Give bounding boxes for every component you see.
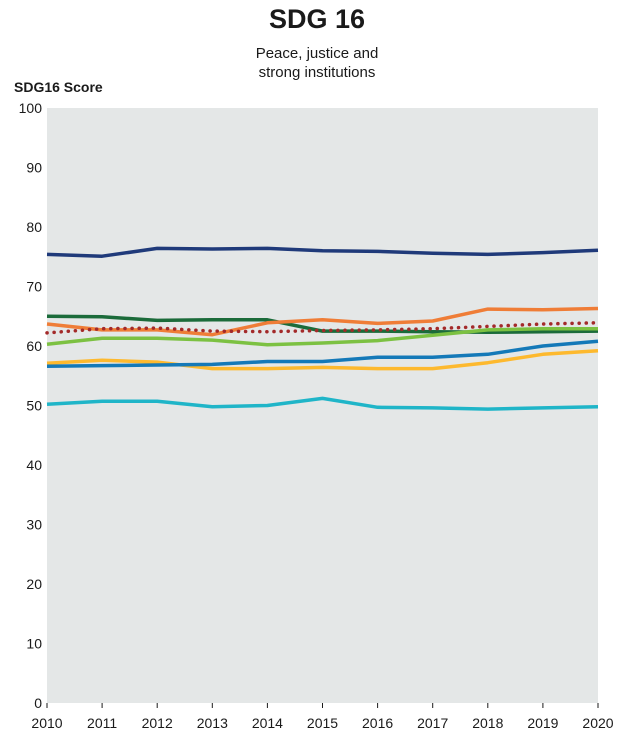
plot-area: [47, 108, 598, 703]
y-tick-label: 30: [26, 517, 42, 533]
x-tick-label: 2017: [417, 715, 448, 731]
y-tick-label: 20: [26, 576, 42, 592]
series-line-8: [46, 396, 599, 411]
x-tick-label: 2016: [362, 715, 393, 731]
x-tick-label: 2010: [31, 715, 62, 731]
y-tick-label: 40: [26, 457, 42, 473]
y-tick-label: 100: [19, 100, 43, 116]
x-tick-label: 2018: [472, 715, 503, 731]
series-line-4: [45, 321, 600, 335]
x-tick-label: 2013: [197, 715, 228, 731]
y-axis-label: SDG16 Score: [14, 79, 103, 95]
x-tick-label: 2019: [527, 715, 558, 731]
subtitle-line-2: strong institutions: [258, 64, 376, 81]
series-line-6: [46, 349, 599, 371]
y-tick-label: 60: [26, 338, 42, 354]
y-tick-label: 70: [26, 279, 42, 295]
chart-subtitle: Peace, justice and strong institutions: [0, 44, 634, 82]
subtitle-line-1: Peace, justice and: [255, 45, 379, 62]
y-tick-label: 0: [34, 695, 42, 711]
y-tick-label: 10: [26, 636, 42, 652]
x-tick-label: 2014: [252, 715, 283, 731]
y-tick-label: 80: [26, 219, 42, 235]
series-line-1: [46, 246, 599, 258]
series-line-5: [46, 326, 598, 347]
x-tick-label: 2015: [307, 715, 338, 731]
y-tick-label: 90: [26, 160, 42, 176]
chart-title: SDG 16: [268, 4, 366, 34]
x-tick-label: 2012: [142, 715, 173, 731]
x-tick-label: 2020: [582, 715, 613, 731]
series-line-7: [46, 339, 599, 368]
y-tick-label: 50: [26, 398, 42, 414]
x-tick-label: 2011: [87, 715, 117, 731]
